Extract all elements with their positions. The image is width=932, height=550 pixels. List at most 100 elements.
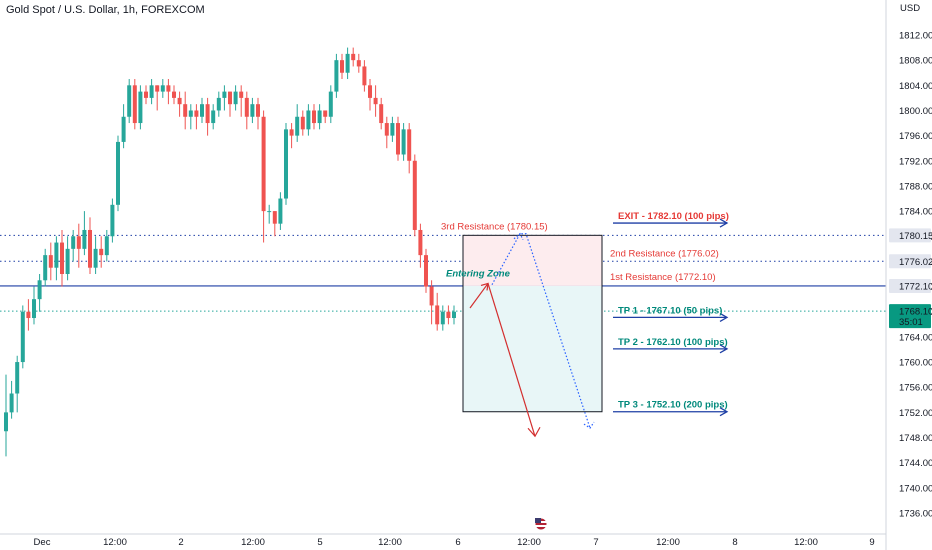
candle (205, 97, 210, 136)
candle-body (205, 104, 210, 124)
candle-body (160, 85, 165, 92)
candle (26, 299, 31, 331)
candle (407, 123, 412, 174)
label-tp2: TP 2 - 1762.10 (100 pips) (618, 337, 728, 348)
candle-body (37, 280, 42, 300)
candle-body (155, 85, 160, 92)
candle-body (429, 286, 434, 306)
price-tick-label: 1792.00 (899, 156, 932, 167)
candle-body (60, 242, 64, 274)
candle-body (149, 85, 154, 98)
candle (233, 85, 238, 111)
candle-body (323, 110, 328, 117)
candle-body (132, 85, 137, 124)
candle (239, 85, 244, 117)
badge-2nd-resistance: 1776.02 (889, 254, 932, 269)
candle-body (284, 129, 288, 199)
candle-body (88, 229, 92, 268)
time-tick-label: 9 (869, 537, 874, 548)
stop-zone (463, 235, 602, 286)
price-tick-label: 1800.00 (899, 106, 932, 117)
candle (250, 97, 255, 124)
time-tick-label: 12:00 (103, 537, 127, 548)
price-tick-label: 1736.00 (899, 509, 932, 520)
candle (37, 274, 42, 312)
candle (20, 305, 25, 369)
candle (312, 104, 316, 130)
candle (144, 85, 148, 105)
price-tick-label: 1748.00 (899, 433, 932, 444)
entry-arrow-down (487, 283, 536, 437)
candle (82, 211, 87, 256)
candle-body (43, 255, 48, 281)
time-tick-label: 6 (455, 537, 460, 548)
candle (222, 85, 227, 111)
badge-1st-resistance-bg (889, 278, 931, 293)
position-box (462, 234, 603, 413)
arrow-tp2: TP 2 - 1762.10 (100 pips) (613, 337, 729, 354)
candle (418, 223, 423, 268)
candle-body (300, 116, 305, 130)
candle (65, 236, 70, 281)
price-tick-label: 1808.00 (899, 56, 932, 67)
candle (446, 305, 451, 325)
chart-title: Gold Spot / U.S. Dollar, 1h, FOREXCOM (6, 4, 205, 16)
candle-body (183, 104, 188, 117)
candle-body (116, 141, 120, 205)
candle-body (312, 110, 316, 124)
price-tick-label: 1796.00 (899, 131, 932, 142)
candle (452, 305, 456, 325)
candle (396, 116, 400, 161)
candle-body (216, 97, 221, 111)
candle-body (261, 116, 266, 212)
label-exit: EXIT - 1782.10 (100 pips) (618, 211, 729, 222)
time-tick-label: 5 (317, 537, 322, 548)
candle-body (452, 311, 456, 319)
target-zone (463, 285, 602, 412)
plot-area[interactable]: 3rd Resistance (1780.15) 2nd Resistance (… (0, 47, 886, 457)
candle (300, 110, 305, 136)
candle (334, 53, 339, 98)
candle-body (396, 123, 400, 155)
price-tick-label: 1788.00 (899, 181, 932, 192)
candle (401, 123, 406, 161)
candle (424, 248, 428, 293)
label-tp3: TP 3 - 1752.10 (200 pips) (618, 400, 728, 411)
time-tick-label: 7 (593, 537, 598, 548)
projected-path-head-down (583, 421, 595, 429)
price-tick-label: 1764.00 (899, 332, 932, 343)
candle-body (256, 104, 260, 117)
candle-body (188, 110, 193, 117)
candle-body (289, 129, 294, 136)
economic-event-icon[interactable] (534, 517, 548, 531)
candle (323, 110, 328, 124)
candle-body (328, 91, 333, 117)
time-tick-label: 12:00 (517, 537, 541, 548)
candle-body (379, 104, 384, 124)
current-price-badge-bg (889, 304, 931, 329)
candle-body (334, 60, 339, 92)
candle (351, 47, 356, 67)
candle (261, 110, 266, 243)
time-tick-label: 8 (732, 537, 737, 548)
entry-arrow-up (469, 283, 489, 309)
candle-body (250, 104, 255, 117)
candle-body (317, 110, 322, 124)
label-2nd-resistance: 2nd Resistance (1776.02) (610, 248, 719, 259)
candle (278, 192, 283, 230)
candle (116, 135, 120, 212)
candle-body (104, 236, 109, 256)
candle-body (177, 97, 182, 105)
candle (15, 355, 20, 413)
candle (48, 242, 53, 281)
candle (54, 236, 59, 281)
candle (76, 223, 81, 268)
candle-body (222, 91, 227, 98)
candle-body (272, 211, 277, 224)
entry-arrow-down-head (527, 426, 541, 438)
candle (172, 85, 176, 105)
candle (244, 91, 249, 130)
candle-body (166, 85, 171, 92)
candle-body (390, 123, 395, 136)
